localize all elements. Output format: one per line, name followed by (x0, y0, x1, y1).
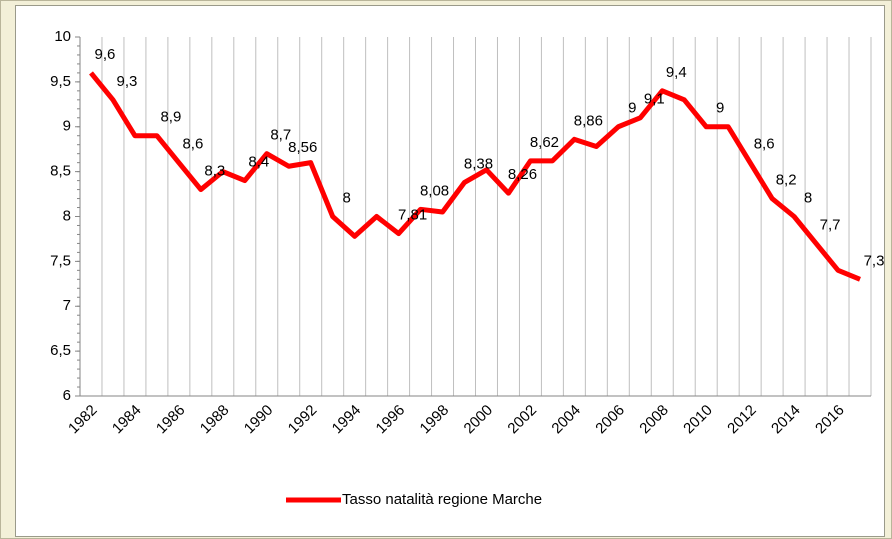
data-label: 9,3 (117, 73, 138, 90)
data-label: 8,4 (248, 154, 269, 171)
data-label: 9,6 (95, 46, 116, 63)
y-tick-label: 9 (63, 118, 71, 135)
x-tick-label: 1984 (109, 402, 145, 438)
x-tick-label: 1988 (197, 402, 233, 438)
y-tick-label: 6,5 (50, 342, 71, 359)
y-tick-label: 10 (54, 28, 71, 45)
data-label: 7,7 (820, 216, 841, 233)
x-tick-label: 1990 (241, 402, 277, 438)
data-label: 8,26 (508, 166, 537, 183)
x-tick-label: 1986 (153, 402, 189, 438)
data-label: 8,56 (288, 139, 317, 156)
x-tick-label: 2004 (548, 402, 584, 438)
data-label: 9 (628, 100, 636, 117)
data-label: 8,7 (270, 127, 291, 144)
chart-panel: 6 6,5 7 7,5 8 8,5 9 9,5 10 1982 1984 1986 1988 1990 19… (15, 5, 885, 537)
x-tick-label: 1994 (329, 402, 365, 438)
y-tick-label: 6 (63, 387, 71, 404)
data-label: 9,4 (666, 64, 687, 81)
x-tick-label: 1996 (373, 402, 409, 438)
data-label: 8,2 (776, 172, 797, 189)
x-tick-label: 1998 (417, 402, 453, 438)
x-tick-label: 2012 (724, 402, 760, 438)
data-label: 8 (804, 189, 812, 206)
y-tick-label: 7,5 (50, 252, 71, 269)
y-tick-label: 8 (63, 207, 71, 224)
data-label: 9 (716, 100, 724, 117)
data-label: 8 (343, 189, 351, 206)
data-label: 8,08 (420, 182, 449, 199)
x-tick-label: 1992 (285, 402, 321, 438)
data-label: 8,6 (754, 136, 775, 153)
x-tick-label: 2016 (812, 402, 848, 438)
y-tick-label: 8,5 (50, 163, 71, 180)
data-label: 8,6 (182, 136, 203, 153)
data-label: 8,3 (204, 163, 225, 180)
x-tick-label: 2014 (768, 402, 804, 438)
data-label: 9,1 (644, 91, 665, 108)
x-tick-label: 2002 (504, 402, 540, 438)
x-tick-label: 2008 (636, 402, 672, 438)
y-tick-label: 9,5 (50, 73, 71, 90)
data-line (89, 71, 861, 282)
x-tick-label: 2010 (680, 402, 716, 438)
data-label: 8,38 (464, 155, 493, 172)
x-tick-label: 2006 (592, 402, 628, 438)
x-tick-label: 1982 (65, 402, 101, 438)
data-label: 8,9 (160, 109, 181, 126)
legend-label: Tasso natalità regione Marche (342, 491, 542, 508)
data-label: 8,86 (574, 112, 603, 129)
y-tick-label: 7 (63, 297, 71, 314)
data-label: 7,3 (864, 252, 884, 269)
data-label: 7,81 (398, 207, 427, 224)
x-tick-label: 2000 (461, 402, 497, 438)
data-label: 8,62 (530, 134, 559, 151)
